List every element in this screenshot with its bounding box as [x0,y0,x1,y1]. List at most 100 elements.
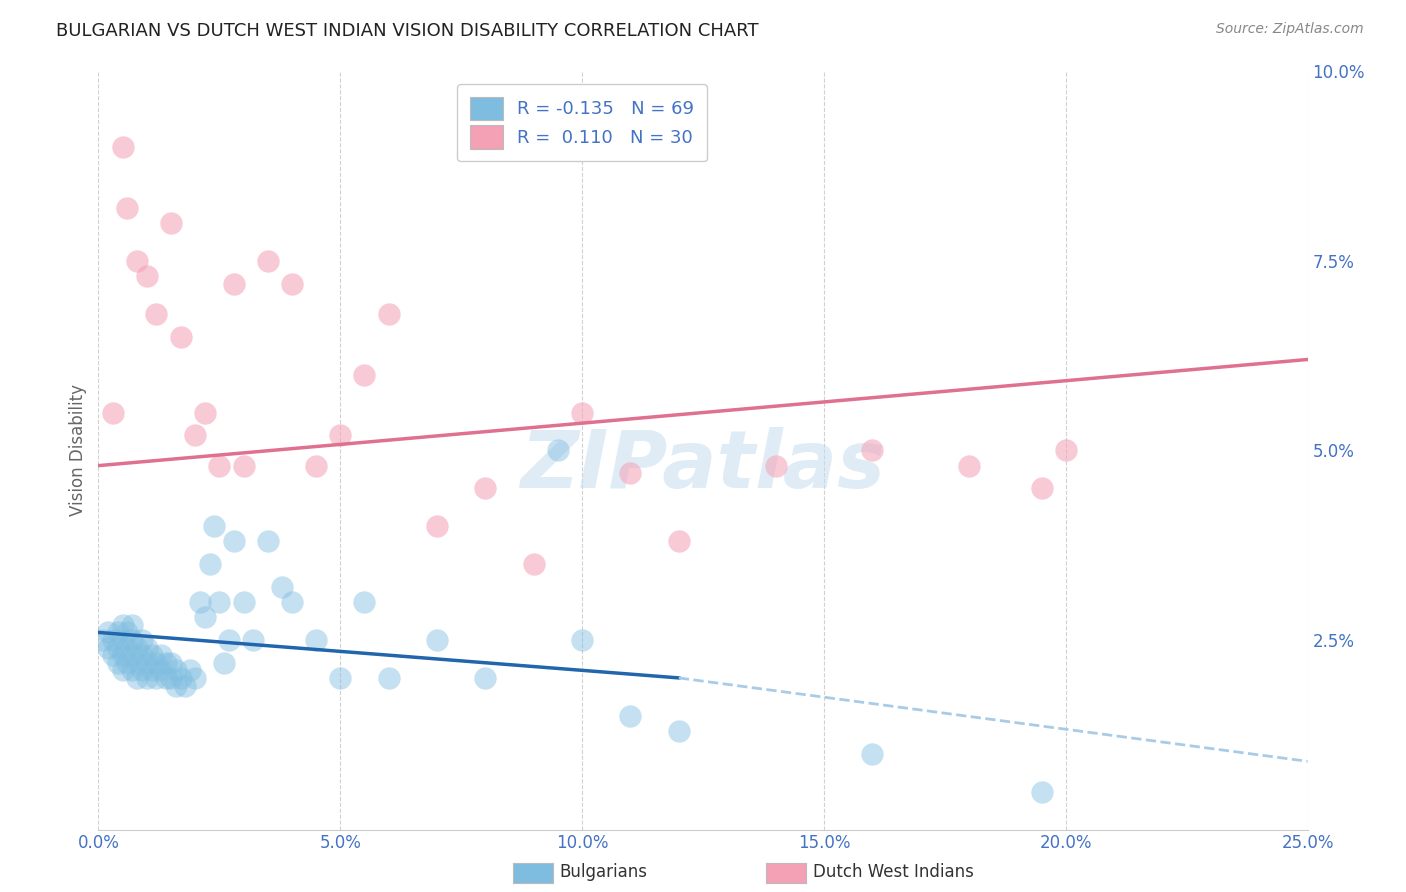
Point [135,656,157,670]
Point [141,648,163,662]
Point [135,269,157,284]
Point [474,482,496,496]
Point [121,633,143,648]
Point [150,648,173,662]
Point [765,458,787,473]
Point [111,648,134,662]
Point [184,428,207,442]
Point [117,201,139,215]
Point [150,664,173,678]
Point [155,656,177,670]
Point [281,277,304,291]
Point [208,458,231,473]
Point [169,330,191,344]
Point [305,458,328,473]
Point [208,595,231,609]
Point [101,648,124,662]
Point [179,664,201,678]
Point [957,458,980,473]
Text: ZIPatlas: ZIPatlas [520,426,886,505]
Point [1031,482,1053,496]
Point [222,277,245,291]
Point [232,595,254,609]
Point [127,671,149,685]
Point [145,307,167,321]
Point [97,625,120,640]
Text: Dutch West Indians: Dutch West Indians [813,863,973,881]
Point [101,633,124,648]
Point [111,664,134,678]
Point [160,216,183,230]
Point [222,534,245,549]
Point [329,671,352,685]
Point [194,610,217,624]
Point [174,679,197,693]
Point [188,595,211,609]
Point [256,534,278,549]
Point [281,595,304,609]
Point [329,428,352,442]
Point [121,648,143,662]
Point [1031,785,1053,799]
Point [160,656,183,670]
Point [377,307,399,321]
Point [256,254,278,268]
Point [184,671,207,685]
Point [668,534,690,549]
Point [218,633,240,648]
Point [91,633,114,648]
Text: BULGARIAN VS DUTCH WEST INDIAN VISION DISABILITY CORRELATION CHART: BULGARIAN VS DUTCH WEST INDIAN VISION DI… [56,22,759,40]
Point [271,580,294,594]
Point [131,633,153,648]
Point [571,406,593,420]
Point [547,443,569,458]
Point [571,633,593,648]
Point [145,656,167,670]
Point [242,633,264,648]
Point [135,671,157,685]
Point [121,664,143,678]
Point [619,467,641,481]
Point [194,406,217,420]
Point [860,443,883,458]
Point [860,747,883,761]
Point [111,140,134,154]
Point [107,656,129,670]
Point [111,633,134,648]
Point [426,633,449,648]
Point [668,724,690,739]
Point [107,640,129,655]
Point [145,671,167,685]
Point [474,671,496,685]
Point [121,618,143,632]
Point [101,406,124,420]
Point [131,664,153,678]
Point [141,664,163,678]
Point [212,656,235,670]
Point [111,618,134,632]
Point [160,671,183,685]
Point [1054,443,1077,458]
Point [232,458,254,473]
Point [204,519,226,533]
Point [165,664,187,678]
Point [377,671,399,685]
Point [127,640,149,655]
Point [117,656,139,670]
Point [426,519,449,533]
Point [169,671,191,685]
Point [97,640,120,655]
Point [353,595,375,609]
Point [127,656,149,670]
Point [117,625,139,640]
Point [135,640,157,655]
Point [117,640,139,655]
Point [165,679,187,693]
Point [619,708,641,723]
Point [353,368,375,382]
Point [155,671,177,685]
Point [198,557,221,572]
Point [305,633,328,648]
Point [131,648,153,662]
Point [107,625,129,640]
